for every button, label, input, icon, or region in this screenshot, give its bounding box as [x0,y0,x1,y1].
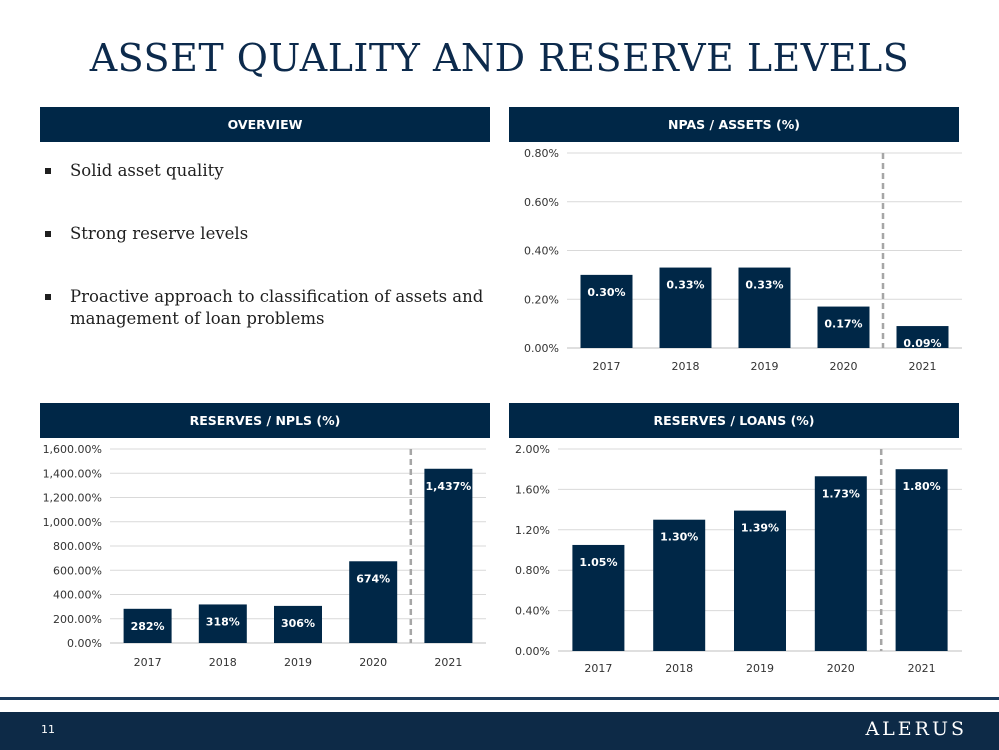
npas-assets-chart: 0.00% 0.20% 0.40% 0.60% 0.80% 0.30% 2017 0.33% 2… [524,147,962,373]
footer-rule [0,697,999,700]
x-tick-label: 2018 [665,662,693,675]
x-tick-label: 2017 [584,662,612,675]
bar-value-label: 0.30% [587,286,625,299]
y-tick-label: 0.80% [515,564,550,577]
bar-value-label: 1.39% [741,522,779,535]
y-tick-label: 200.00% [53,613,102,626]
x-tick-label: 2019 [751,360,779,373]
y-tick-label: 600.00% [53,564,102,577]
y-tick-label: 400.00% [53,589,102,602]
bar [659,267,712,348]
y-tick-label: 0.00% [524,342,559,355]
alerus-logo: ALERUS [865,718,967,740]
bar [580,274,633,348]
overview-bullet-text: Solid asset quality [70,161,224,180]
x-tick-label: 2020 [359,656,387,669]
y-tick-label: 2.00% [515,443,550,456]
x-tick-label: 2019 [746,662,774,675]
footer-bar: 11 ALERUS [0,712,999,750]
x-tick-label: 2021 [434,656,462,669]
x-tick-label: 2019 [284,656,312,669]
npas-assets-header: NPAS / ASSETS (%) [509,107,959,142]
bar [274,605,322,643]
bar [738,267,791,348]
overview-bullet-text: Proactive approach to classification of … [70,287,484,328]
y-tick-label: 0.20% [524,293,559,306]
reserves-loans-chart: 0.00% 0.40% 0.80% 1.20% 1.60% 2.00% 1.05% 2017 1… [515,443,962,675]
bar-value-label: 1.73% [822,487,860,500]
reserves-npls-header: RESERVES / NPLS (%) [40,403,490,438]
y-tick-label: 0.40% [524,245,559,258]
y-tick-label: 1,600.00% [43,443,102,456]
bar [653,519,706,651]
x-tick-label: 2021 [908,662,936,675]
bar-value-label: 318% [206,615,240,628]
bar-value-label: 1.05% [579,556,617,569]
bar [814,476,867,651]
x-tick-label: 2017 [593,360,621,373]
bullet-square-icon [45,294,51,300]
bar-value-label: 674% [356,572,390,585]
y-tick-label: 0.40% [515,605,550,618]
x-tick-label: 2018 [209,656,237,669]
y-tick-label: 1,000.00% [43,516,102,529]
bar [198,604,247,643]
reserves-npls-chart: 0.00% 200.00% 400.00% 600.00% 800.00% 1,000.0… [43,443,486,669]
bar [817,306,870,348]
bar-value-label: 282% [131,620,165,633]
y-tick-label: 0.80% [524,147,559,160]
x-tick-label: 2020 [830,360,858,373]
bar-value-label: 1.80% [903,480,941,493]
x-tick-label: 2018 [672,360,700,373]
x-tick-label: 2020 [827,662,855,675]
slide-title: ASSET QUALITY AND RESERVE LEVELS [89,36,910,80]
overview-bullet: Solid asset quality [44,160,484,182]
y-tick-label: 1.20% [515,524,550,537]
y-tick-label: 1,400.00% [43,467,102,480]
y-tick-label: 0.00% [515,645,550,658]
overview-bullet: Strong reserve levels [44,223,484,245]
bar-value-label: 1.30% [660,531,698,544]
overview-header: OVERVIEW [40,107,490,142]
bar-value-label: 1,437% [425,480,471,493]
bar-value-label: 0.09% [903,337,941,350]
bar-value-label: 0.33% [745,279,783,292]
x-tick-label: 2017 [134,656,162,669]
bar [424,468,473,643]
y-tick-label: 800.00% [53,540,102,553]
bullet-square-icon [45,168,51,174]
bar [896,326,949,348]
bar [895,469,948,651]
overview-bullet: Proactive approach to classification of … [44,286,484,330]
bar-value-label: 0.17% [824,318,862,331]
bullet-square-icon [45,231,51,237]
y-tick-label: 1,200.00% [43,492,102,505]
bar-value-label: 306% [281,617,315,630]
bar [123,608,172,643]
reserves-loans-header: RESERVES / LOANS (%) [509,403,959,438]
overview-bullet-list: Solid asset quality Strong reserve level… [44,160,484,330]
bar-value-label: 0.33% [666,279,704,292]
page-number: 11 [41,723,55,736]
bar [349,561,398,643]
y-tick-label: 0.60% [524,196,559,209]
overview-bullet-text: Strong reserve levels [70,224,249,243]
bar [734,510,786,651]
bar [572,544,625,651]
y-tick-label: 1.60% [515,483,550,496]
x-tick-label: 2021 [909,360,937,373]
y-tick-label: 0.00% [67,637,102,650]
